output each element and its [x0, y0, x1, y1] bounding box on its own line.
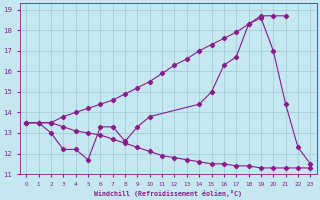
X-axis label: Windchill (Refroidissement éolien,°C): Windchill (Refroidissement éolien,°C) [94, 190, 242, 197]
